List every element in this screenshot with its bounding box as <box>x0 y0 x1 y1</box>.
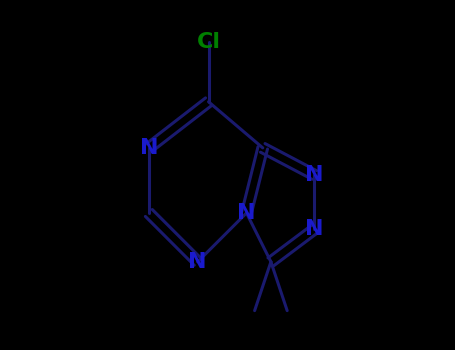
Text: N: N <box>237 203 256 223</box>
Text: N: N <box>188 252 207 272</box>
Text: N: N <box>305 165 324 185</box>
Text: N: N <box>140 138 158 158</box>
Text: Cl: Cl <box>197 32 221 52</box>
Text: N: N <box>305 219 324 239</box>
